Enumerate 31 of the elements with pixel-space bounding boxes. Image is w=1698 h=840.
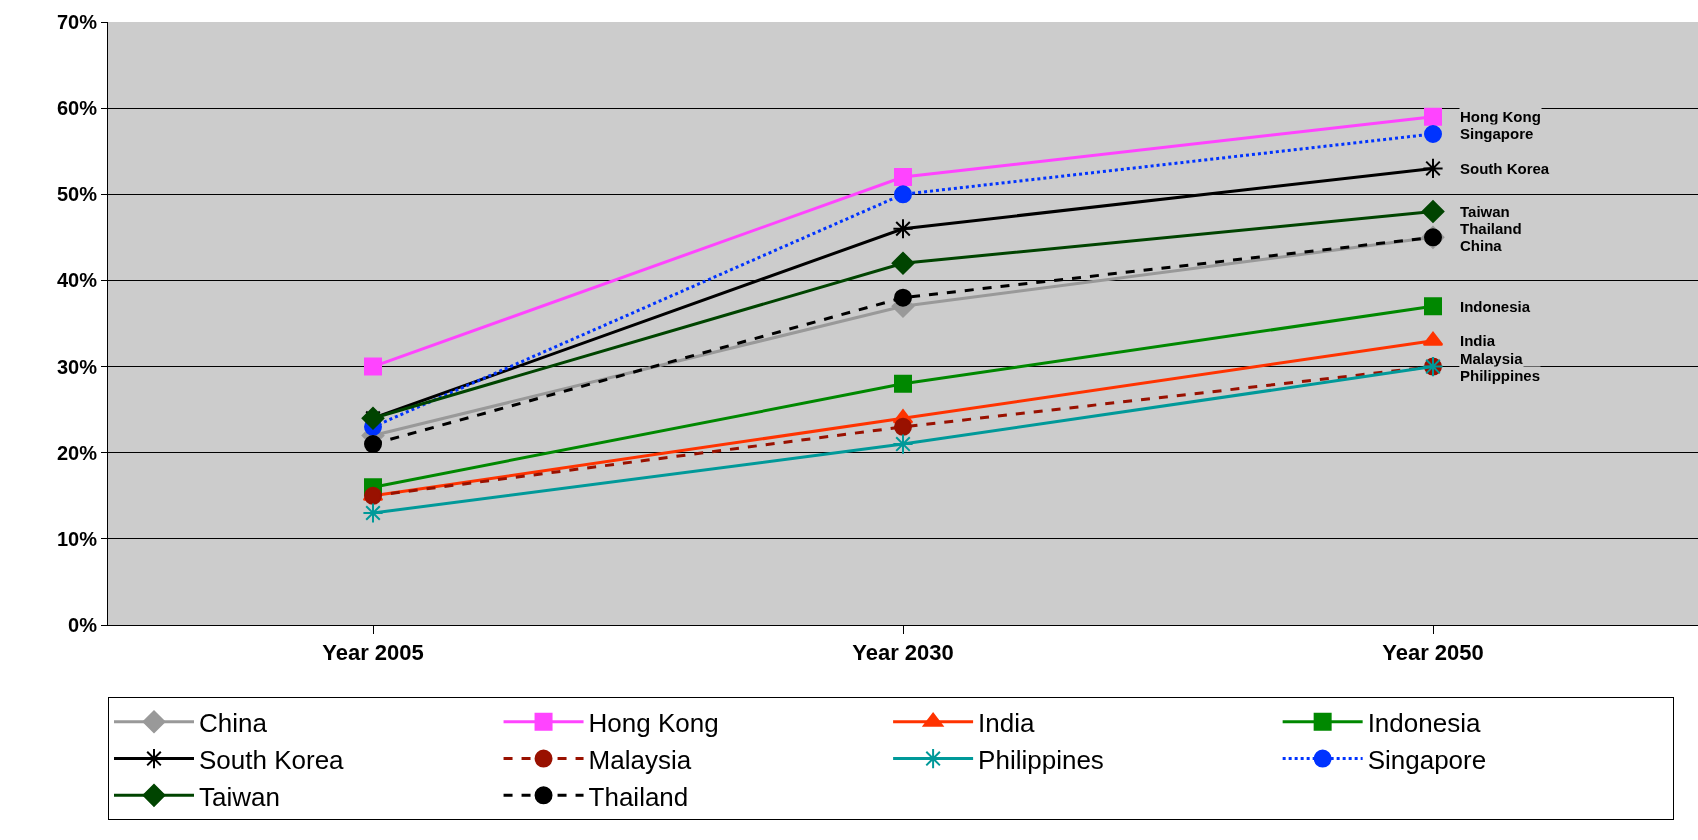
annotation: Taiwan (1460, 203, 1510, 220)
y-tick-label: 40% (56, 269, 98, 292)
annotation: Indonesia (1460, 298, 1531, 315)
annotation: Malaysia (1460, 350, 1524, 367)
annotation: South Korea (1460, 160, 1550, 177)
y-tick-label: 50% (56, 183, 98, 206)
annotation: Thailand (1460, 220, 1522, 237)
legend-label: Philippines (978, 744, 1104, 775)
x-tick-label: Year 2005 (322, 640, 424, 666)
legend-label: India (978, 707, 1036, 738)
x-tick-label: Year 2030 (852, 640, 954, 666)
y-tick-label: 20% (56, 441, 98, 464)
y-tick-label: 0% (68, 614, 98, 636)
annotation: China (1460, 237, 1503, 254)
y-tick-label: 30% (56, 355, 98, 378)
y-tick-label: 60% (56, 97, 98, 120)
annotation: Philippines (1460, 367, 1541, 384)
legend-label: Malaysia (588, 744, 692, 775)
legend-label: Taiwan (199, 781, 280, 812)
y-tick-label: 10% (56, 527, 98, 550)
legend-label: Indonesia (1367, 707, 1481, 738)
y-tick-label: 70% (56, 11, 98, 33)
legend-label: China (199, 707, 268, 738)
annotation: Singapore (1460, 125, 1534, 142)
legend-label: Singapore (1367, 744, 1487, 775)
legend-label: Thailand (588, 781, 689, 812)
legend-label: South Korea (199, 744, 345, 775)
annotation: Hong Kong (1460, 108, 1541, 125)
x-tick-label: Year 2050 (1382, 640, 1484, 666)
annotation: India (1460, 332, 1496, 349)
legend-label: Hong Kong (588, 707, 719, 738)
